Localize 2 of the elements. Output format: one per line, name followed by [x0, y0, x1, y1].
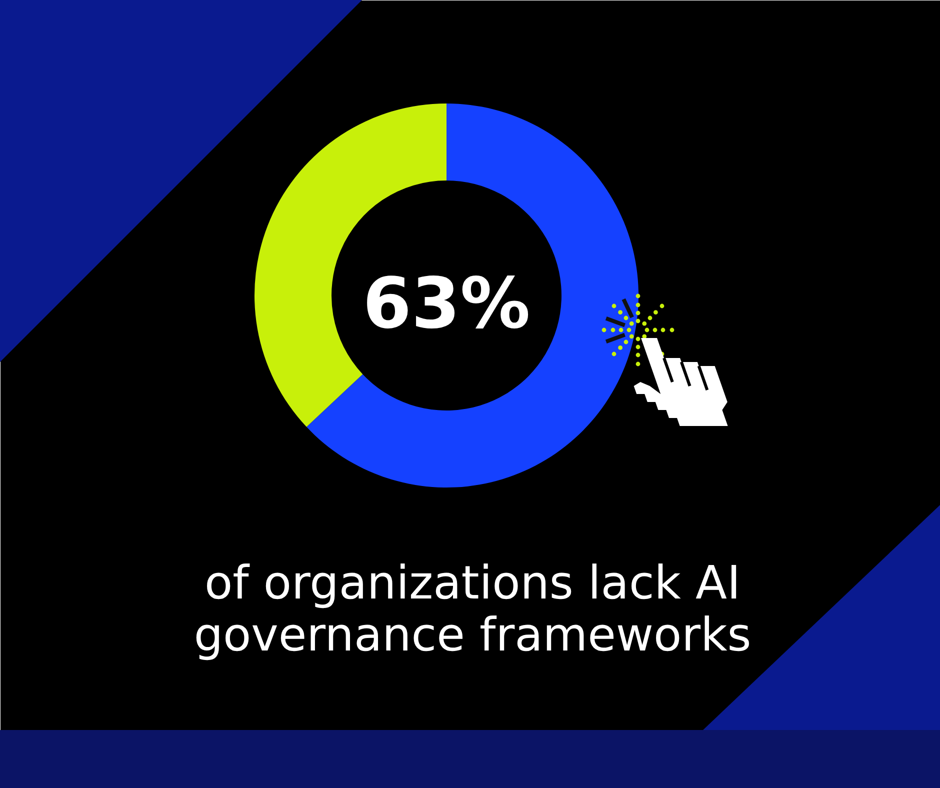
data-label: 63% — [362, 262, 530, 344]
text: of organizations lack AI governance frameworks — [194, 556, 752, 662]
